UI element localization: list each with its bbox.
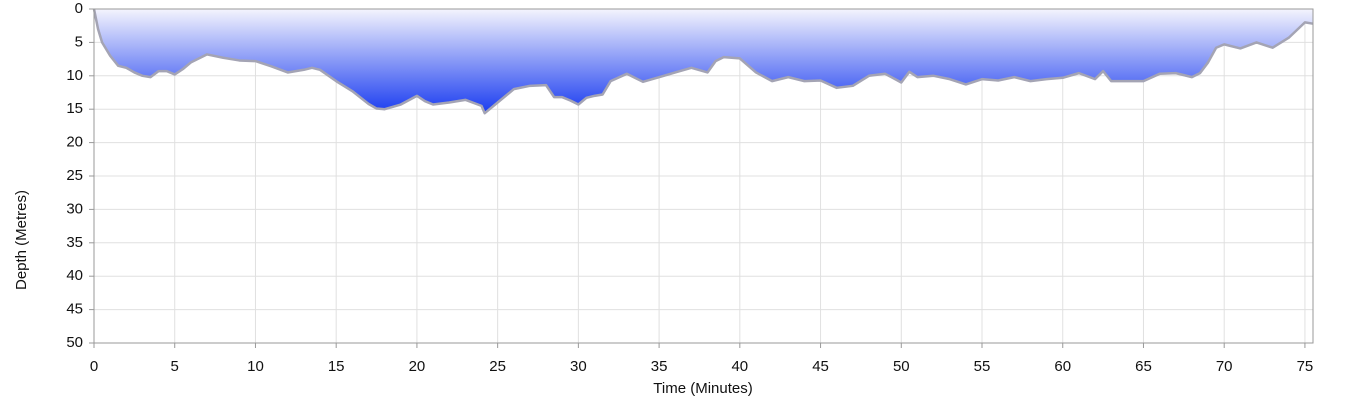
x-tick-label: 55 (974, 358, 991, 375)
depth-line (92, 8, 1314, 115)
x-tick-label: 50 (893, 358, 910, 375)
x-tick-label: 0 (90, 358, 98, 375)
y-tick-label: 5 (75, 33, 83, 50)
y-tick-label: 45 (66, 301, 83, 318)
y-tick-label: 20 (66, 134, 83, 151)
y-tick-label: 0 (75, 0, 83, 17)
y-tick-label: 15 (66, 100, 83, 117)
y-tick-label: 30 (66, 200, 83, 217)
x-tick-label: 45 (812, 358, 829, 375)
x-tick-label: 25 (489, 358, 506, 375)
depth-area (94, 9, 1313, 114)
y-tick-label: 10 (66, 67, 83, 84)
x-tick-label: 75 (1297, 358, 1314, 375)
y-tick-label: 50 (66, 334, 83, 351)
x-tick-label: 35 (651, 358, 668, 375)
y-tick-label: 40 (66, 267, 83, 284)
x-tick-label: 60 (1054, 358, 1071, 375)
x-tick-label: 70 (1216, 358, 1233, 375)
y-tick-label: 35 (66, 234, 83, 251)
x-tick-label: 65 (1135, 358, 1152, 375)
x-axis-title: Time (Minutes) (653, 380, 752, 397)
x-tick-label: 40 (731, 358, 748, 375)
x-tick-label: 10 (247, 358, 264, 375)
x-tick-label: 15 (328, 358, 345, 375)
x-tick-label: 30 (570, 358, 587, 375)
x-tick-label: 5 (171, 358, 179, 375)
y-axis-title: Depth (Metres) (13, 190, 30, 290)
x-tick-label: 20 (409, 358, 426, 375)
y-tick-label: 25 (66, 167, 83, 184)
